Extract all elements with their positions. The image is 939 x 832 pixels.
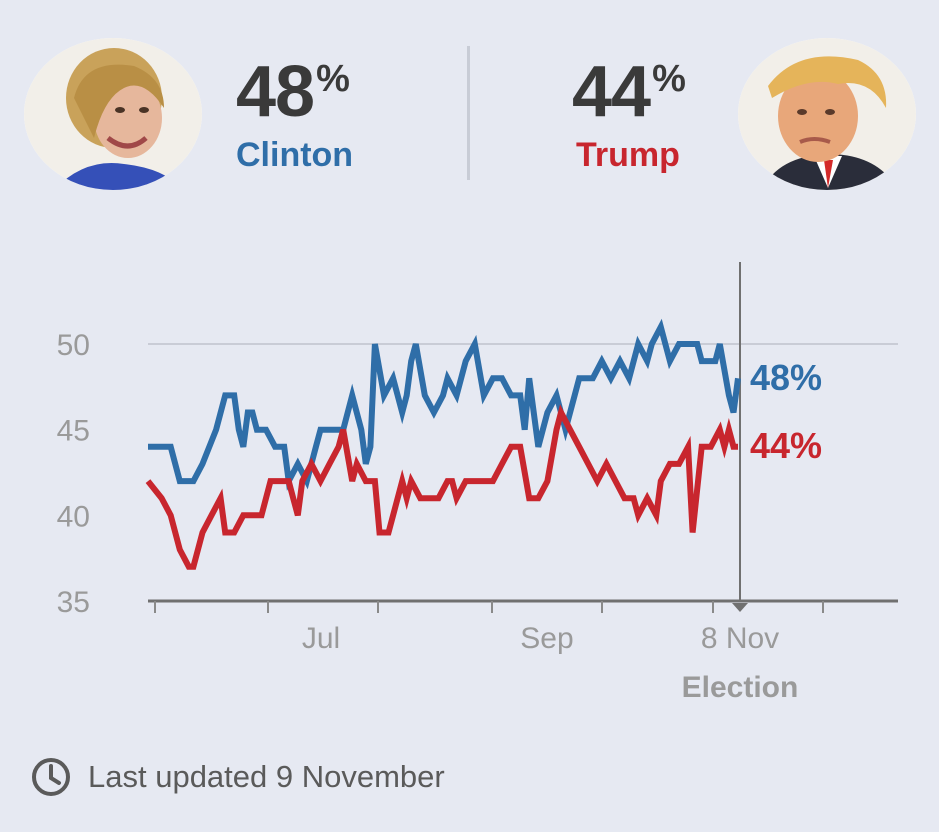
clinton-portrait: [24, 38, 202, 190]
clinton-name: Clinton: [236, 136, 354, 174]
last-updated-text: Last updated 9 November: [88, 759, 445, 794]
x-tick-marks: [154, 601, 824, 613]
trump-portrait-image: [738, 38, 916, 190]
election-marker-arrow: [732, 603, 748, 612]
clinton-series-line: [148, 318, 741, 491]
trump-end-label: 44%: [750, 425, 822, 466]
trump-percent-symbol: %: [652, 58, 686, 100]
clinton-percent-symbol: %: [316, 58, 350, 100]
x-label-sep: Sep: [520, 622, 573, 655]
trump-portrait: [738, 38, 916, 190]
clinton-portrait-image: [24, 38, 202, 190]
x-label-jul: Jul: [302, 622, 340, 655]
y-tick-label-45: 45: [57, 415, 90, 448]
clinton-percent-value: 48: [236, 52, 315, 132]
last-updated: Last updated 9 November: [30, 756, 445, 798]
trump-percent: 44%: [572, 56, 686, 128]
x-label-8-nov: 8 Nov: [701, 622, 779, 655]
y-tick-labels: 50 45 40 35: [57, 329, 90, 619]
clinton-percent: 48%: [236, 56, 350, 128]
trump-percent-value: 44: [572, 52, 651, 132]
election-label: Election: [682, 671, 799, 704]
y-tick-label-35: 35: [57, 586, 90, 619]
trump-series-line: [145, 404, 738, 570]
y-tick-label-40: 40: [57, 500, 90, 533]
clinton-end-label: 48%: [750, 357, 822, 398]
clock-icon: [32, 758, 70, 796]
y-tick-label-50: 50: [57, 329, 90, 362]
header-divider: [467, 46, 470, 180]
trump-name: Trump: [576, 136, 680, 174]
